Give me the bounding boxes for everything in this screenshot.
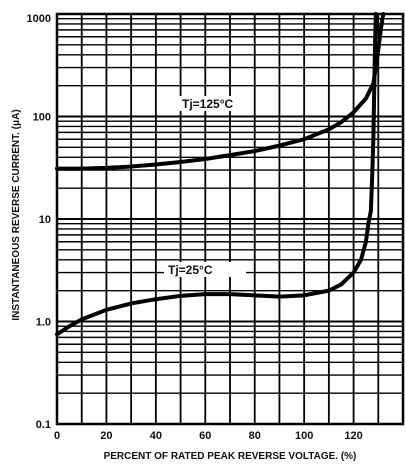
series-group: Tj=125°C Tj=25°C <box>55 12 386 337</box>
grid <box>56 13 404 425</box>
x-tick-label: 80 <box>249 430 261 442</box>
series-label-background <box>178 96 242 111</box>
series-label-background <box>164 262 246 277</box>
x-tick-label: 100 <box>295 430 313 442</box>
x-tick-label: 120 <box>344 430 362 442</box>
x-tick-label: 60 <box>199 430 211 442</box>
series-line-tj25 <box>55 12 378 337</box>
x-tick-label: 20 <box>100 430 112 442</box>
series-label: Tj=125°C <box>182 97 233 111</box>
y-tick-label: 1.0 <box>36 317 51 329</box>
y-tick-labels: 0.1 1.0 10 100 1000 <box>27 13 51 431</box>
plot-border <box>55 12 405 426</box>
plot-frame <box>55 12 405 426</box>
x-axis-title: PERCENT OF RATED PEAK REVERSE VOLTAGE. (… <box>104 451 357 462</box>
x-tick-labels: 0 20 40 60 80 100 120 <box>54 430 363 442</box>
y-tick-label: 1000 <box>27 13 51 25</box>
series-label: Tj=25°C <box>168 263 213 277</box>
y-axis-title: INSTANTANEOUS REVERSE CURRENT. (μA) <box>11 109 22 320</box>
x-tick-label: 40 <box>150 430 162 442</box>
x-tick-label: 0 <box>54 430 60 442</box>
y-tick-label: 0.1 <box>36 419 51 431</box>
y-tick-label: 100 <box>33 112 51 124</box>
y-tick-label: 10 <box>39 214 51 226</box>
